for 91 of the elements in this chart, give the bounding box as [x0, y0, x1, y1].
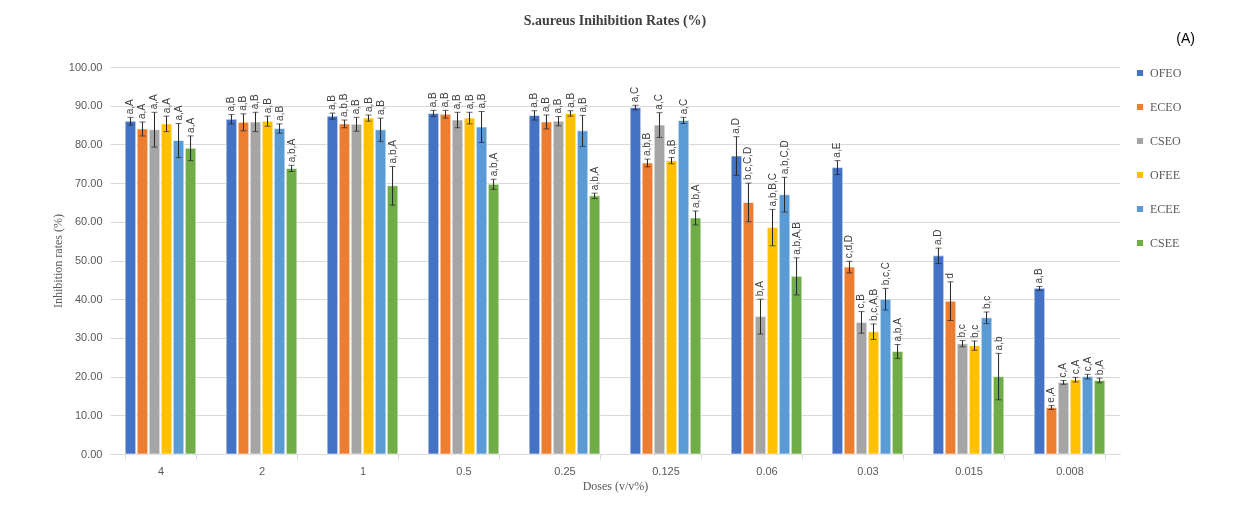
data-label: a,A [184, 117, 196, 133]
data-label: a,B [1033, 268, 1045, 284]
data-label: a,B [552, 98, 564, 114]
data-label: a,B [249, 93, 261, 110]
data-label: b,c [968, 324, 980, 338]
data-label: b,A [1093, 359, 1105, 376]
x-tick-label: 0.5 [456, 464, 472, 477]
x-tick-label: 0.06 [756, 464, 778, 477]
data-label: a,b,A [386, 139, 398, 164]
legend-label: ECEO [1150, 100, 1182, 114]
data-label: c,A [1069, 359, 1081, 375]
data-label: a,A [136, 103, 148, 119]
x-tick-label: 0.03 [857, 464, 879, 477]
data-label: c,A [1081, 356, 1093, 372]
data-label: a,C [677, 98, 689, 115]
data-label: a,B [326, 94, 338, 111]
data-label: a,b,A,B [790, 221, 802, 255]
data-label: a,A [172, 105, 184, 121]
legend-label: CSEE [1150, 236, 1180, 250]
legend-label: ECEE [1150, 202, 1180, 216]
data-label: a,A [160, 97, 172, 114]
data-label: a,D [730, 118, 742, 134]
data-label: a,B [463, 93, 475, 110]
y-tick-label: 100.00 [68, 60, 103, 73]
data-label: a,b,B [338, 93, 350, 118]
data-label: a,B [225, 96, 237, 112]
data-label: a,b,A [487, 152, 499, 177]
data-label: a,b,C,D [778, 140, 790, 175]
legend-label: OFEO [1150, 66, 1182, 80]
data-label: a,B [261, 97, 273, 114]
y-tick-label: 20.00 [74, 370, 103, 383]
data-label: d [944, 273, 956, 279]
y-tick-label: 90.00 [74, 99, 103, 112]
data-label: a,B [374, 99, 386, 116]
y-tick-label: 10.00 [74, 408, 103, 421]
x-tick-label: 1 [359, 464, 367, 477]
data-label: a,b,A [588, 166, 600, 191]
data-label: a,B [350, 98, 362, 115]
x-tick-label: 0.015 [955, 464, 983, 477]
y-tick-label: 70.00 [74, 176, 103, 189]
data-label: a,b,B,C [766, 173, 778, 207]
x-tick-label: 4 [157, 464, 165, 477]
data-label: a,b,A [285, 138, 297, 163]
data-label: b,c,A,B [867, 288, 879, 321]
data-label: b,c,C [879, 262, 891, 286]
y-tick-label: 50.00 [74, 254, 103, 266]
y-tick-label: 80.00 [74, 137, 103, 150]
data-label: a,b,A [891, 317, 903, 342]
x-tick-label: 0.125 [652, 464, 680, 477]
x-tick-label: 0.008 [1056, 464, 1084, 477]
data-label: b,c [980, 295, 992, 309]
y-tick-label: 0.00 [81, 447, 103, 460]
data-label: a,B [475, 93, 487, 109]
data-label: a,B [237, 95, 249, 111]
data-label: b,c,C,D [742, 146, 754, 181]
legend-label: CSEO [1150, 134, 1182, 148]
data-label: a,C [629, 86, 641, 103]
data-label: c,A [1057, 362, 1069, 378]
data-label: a,B [564, 92, 576, 108]
data-label: a,b,B [641, 132, 653, 157]
data-label: a,B [528, 92, 540, 108]
data-label: e,A [1045, 387, 1057, 403]
x-tick-label: 0.25 [554, 464, 576, 477]
data-label: a,B [362, 96, 374, 112]
data-label: a,B [439, 92, 451, 108]
y-axis-title: Inhibition rates (%) [50, 214, 65, 308]
data-label: a,B [540, 96, 552, 112]
y-tick-label: 60.00 [74, 215, 103, 228]
data-label: a,A [124, 98, 136, 115]
chart-title: S.aureus Inihibition Rates (%) [523, 13, 707, 29]
data-label: b,c [956, 324, 968, 338]
data-label: c,d,D [843, 234, 855, 259]
data-label: a,D [932, 229, 944, 246]
data-label: a,B [427, 92, 439, 108]
text: (A) [1176, 30, 1195, 46]
x-tick-label: 2 [258, 464, 266, 477]
y-tick-label: 40.00 [74, 292, 103, 305]
x-axis-title: Doses (v/v%) [582, 478, 649, 493]
data-label: a,A [148, 93, 160, 110]
data-label: a,b [992, 336, 1004, 351]
legend-label: OFEE [1150, 168, 1180, 182]
data-label: a,B [451, 93, 463, 110]
data-label: a,B [576, 97, 588, 113]
y-tick-label: 30.00 [74, 331, 103, 344]
data-label: a,b,A [689, 184, 701, 208]
data-label: a,B [665, 139, 677, 155]
data-label: c,B [855, 293, 867, 309]
data-label: b,A [754, 280, 766, 297]
data-label: a,E [831, 142, 843, 158]
data-label: a,B [273, 105, 285, 121]
data-label: a,C [653, 94, 665, 110]
